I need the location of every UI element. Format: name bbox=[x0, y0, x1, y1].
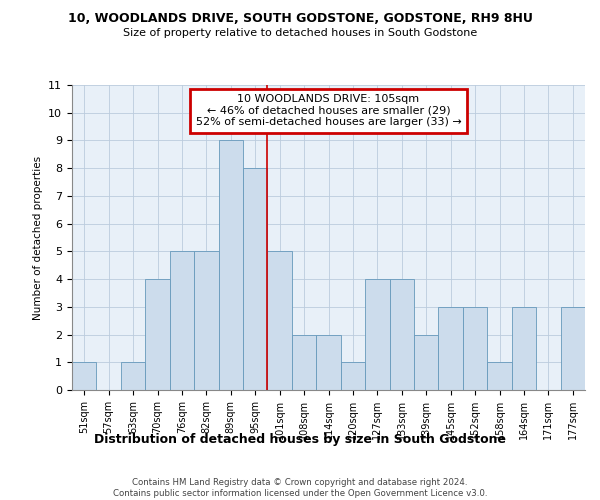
Bar bbox=[292, 334, 316, 390]
Bar bbox=[341, 362, 365, 390]
Text: Contains HM Land Registry data © Crown copyright and database right 2024.
Contai: Contains HM Land Registry data © Crown c… bbox=[113, 478, 487, 498]
Bar bbox=[170, 252, 194, 390]
Bar bbox=[560, 307, 585, 390]
Bar bbox=[72, 362, 97, 390]
Text: Distribution of detached houses by size in South Godstone: Distribution of detached houses by size … bbox=[94, 432, 506, 446]
Bar bbox=[512, 307, 536, 390]
Bar bbox=[365, 279, 389, 390]
Bar bbox=[218, 140, 243, 390]
Text: Size of property relative to detached houses in South Godstone: Size of property relative to detached ho… bbox=[123, 28, 477, 38]
Text: 10, WOODLANDS DRIVE, SOUTH GODSTONE, GODSTONE, RH9 8HU: 10, WOODLANDS DRIVE, SOUTH GODSTONE, GOD… bbox=[68, 12, 532, 26]
Bar bbox=[121, 362, 145, 390]
Y-axis label: Number of detached properties: Number of detached properties bbox=[33, 156, 43, 320]
Bar bbox=[316, 334, 341, 390]
Bar bbox=[194, 252, 218, 390]
Bar bbox=[414, 334, 439, 390]
Bar bbox=[268, 252, 292, 390]
Bar bbox=[439, 307, 463, 390]
Text: 10 WOODLANDS DRIVE: 105sqm
← 46% of detached houses are smaller (29)
52% of semi: 10 WOODLANDS DRIVE: 105sqm ← 46% of deta… bbox=[196, 94, 461, 128]
Bar bbox=[243, 168, 268, 390]
Bar bbox=[145, 279, 170, 390]
Bar bbox=[463, 307, 487, 390]
Bar bbox=[389, 279, 414, 390]
Bar bbox=[487, 362, 512, 390]
